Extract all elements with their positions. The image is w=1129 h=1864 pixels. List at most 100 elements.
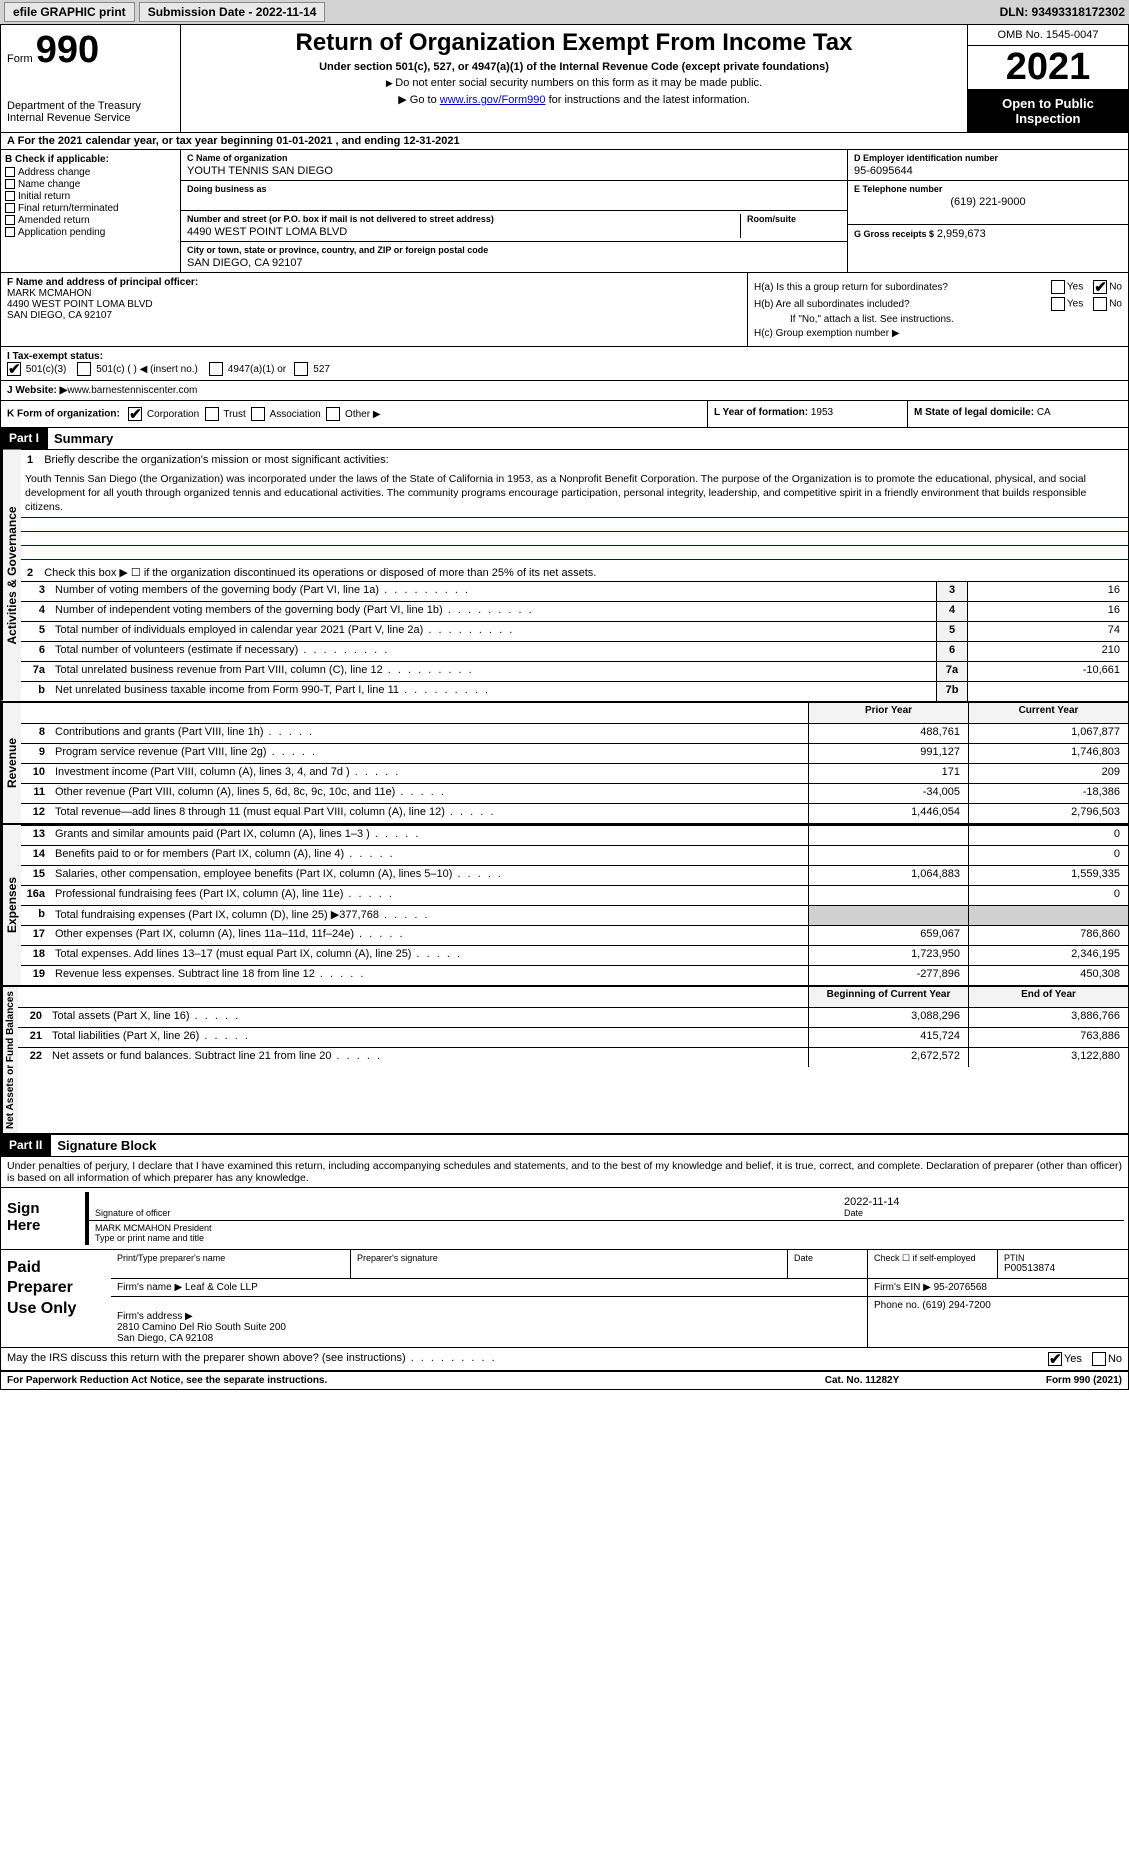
check-address-change[interactable]: Address change — [5, 167, 176, 178]
row-j-website: J Website: ▶ www.barnestenniscenter.com — [1, 381, 1128, 401]
col-b-checkboxes: B Check if applicable: Address change Na… — [1, 150, 181, 272]
data-line: b Total fundraising expenses (Part IX, c… — [21, 905, 1128, 925]
form-header: Form 990 Department of the Treasury Inte… — [1, 25, 1128, 133]
data-line: 21 Total liabilities (Part X, line 26) 4… — [18, 1027, 1128, 1047]
col-d-ein: D Employer identification number 95-6095… — [848, 150, 1128, 272]
irs-link[interactable]: www.irs.gov/Form990 — [440, 94, 546, 106]
summary-line: 4 Number of independent voting members o… — [21, 601, 1128, 621]
section-expenses: Expenses 13 Grants and similar amounts p… — [1, 825, 1128, 987]
page-footer: For Paperwork Reduction Act Notice, see … — [1, 1372, 1128, 1389]
submission-date-button[interactable]: Submission Date - 2022-11-14 — [139, 2, 326, 22]
efile-button[interactable]: efile GRAPHIC print — [4, 2, 135, 22]
ha-no[interactable]: No — [1093, 280, 1122, 294]
data-line: 20 Total assets (Part X, line 16) 3,088,… — [18, 1007, 1128, 1027]
data-line: 9 Program service revenue (Part VIII, li… — [21, 743, 1128, 763]
col-c-org-info: C Name of organization YOUTH TENNIS SAN … — [181, 150, 848, 272]
telephone: (619) 221-9000 — [854, 196, 1122, 208]
status-501c[interactable]: 501(c) ( ) ◀ (insert no.) — [77, 364, 197, 375]
officer-name: MARK MCMAHON — [7, 288, 741, 299]
org-name: YOUTH TENNIS SAN DIEGO — [187, 165, 841, 177]
form-number: 990 — [36, 29, 99, 71]
status-527[interactable]: 527 — [294, 364, 329, 375]
website-value: www.barnestenniscenter.com — [67, 385, 197, 396]
data-line: 18 Total expenses. Add lines 13–17 (must… — [21, 945, 1128, 965]
col-h-group: H(a) Is this a group return for subordin… — [748, 273, 1128, 346]
section-activities-governance: Activities & Governance 1 Briefly descri… — [1, 450, 1128, 703]
row-klm: K Form of organization: Corporation Trus… — [1, 401, 1128, 428]
discuss-yes[interactable]: Yes — [1048, 1352, 1082, 1366]
data-line: 11 Other revenue (Part VIII, column (A),… — [21, 783, 1128, 803]
section-net-assets: Net Assets or Fund Balances Beginning of… — [1, 987, 1128, 1135]
check-name-change[interactable]: Name change — [5, 179, 176, 190]
row-a-period: A For the 2021 calendar year, or tax yea… — [1, 133, 1128, 150]
hb-no[interactable]: No — [1093, 297, 1122, 311]
form-prefix: Form — [7, 53, 33, 65]
summary-line: 7a Total unrelated business revenue from… — [21, 661, 1128, 681]
discuss-no[interactable]: No — [1092, 1352, 1122, 1366]
header-center: Return of Organization Exempt From Incom… — [181, 25, 968, 132]
data-line: 14 Benefits paid to or for members (Part… — [21, 845, 1128, 865]
may-irs-discuss: May the IRS discuss this return with the… — [1, 1348, 1128, 1372]
perjury-declaration: Under penalties of perjury, I declare th… — [1, 1157, 1128, 1188]
check-amended-return[interactable]: Amended return — [5, 215, 176, 226]
officer-addr2: SAN DIEGO, CA 92107 — [7, 310, 741, 321]
summary-line: 5 Total number of individuals employed i… — [21, 621, 1128, 641]
data-line: 12 Total revenue—add lines 8 through 11 … — [21, 803, 1128, 823]
open-public-badge: Open to Public Inspection — [968, 90, 1128, 132]
street-address: 4490 WEST POINT LOMA BLVD — [187, 226, 734, 238]
section-bcd: B Check if applicable: Address change Na… — [1, 150, 1128, 273]
data-line: 10 Investment income (Part VIII, column … — [21, 763, 1128, 783]
signature-date: 2022-11-14 — [844, 1196, 1124, 1208]
org-other[interactable]: Other ▶ — [326, 409, 380, 420]
officer-name-title: MARK MCMAHON President — [95, 1223, 1124, 1233]
part2-header: Part II Signature Block — [1, 1135, 1128, 1157]
gross-receipts: 2,959,673 — [937, 228, 986, 240]
check-application-pending[interactable]: Application pending — [5, 227, 176, 238]
dln-label: DLN: 93493318172302 — [1000, 5, 1125, 19]
top-toolbar: efile GRAPHIC print Submission Date - 20… — [0, 0, 1129, 24]
check-initial-return[interactable]: Initial return — [5, 191, 176, 202]
firm-address: 2810 Camino Del Rio South Suite 200 San … — [117, 1322, 286, 1344]
data-line: 15 Salaries, other compensation, employe… — [21, 865, 1128, 885]
omb-number: OMB No. 1545-0047 — [968, 25, 1128, 46]
ptin-value: P00513874 — [1004, 1263, 1122, 1274]
data-line: 13 Grants and similar amounts paid (Part… — [21, 825, 1128, 845]
data-line: 22 Net assets or fund balances. Subtract… — [18, 1047, 1128, 1067]
section-fh: F Name and address of principal officer:… — [1, 273, 1128, 347]
data-line: 17 Other expenses (Part IX, column (A), … — [21, 925, 1128, 945]
ein-value: 95-6095644 — [854, 165, 1122, 177]
row-i-tax-status: I Tax-exempt status: 501(c)(3) 501(c) ( … — [1, 347, 1128, 381]
form-page: Form 990 Department of the Treasury Inte… — [0, 24, 1129, 1390]
tax-year: 2021 — [968, 46, 1128, 90]
year-formation: 1953 — [811, 407, 833, 418]
paid-preparer-section: Paid Preparer Use Only Print/Type prepar… — [1, 1250, 1128, 1348]
state-domicile: CA — [1037, 407, 1051, 418]
section-revenue: Revenue Prior Year Current Year 8 Contri… — [1, 703, 1128, 825]
sign-here-section: Sign Here Signature of officer 2022-11-1… — [1, 1188, 1128, 1250]
firm-phone: (619) 294-7200 — [922, 1300, 990, 1311]
header-left: Form 990 Department of the Treasury Inte… — [1, 25, 181, 132]
org-corporation[interactable]: Corporation — [128, 409, 199, 420]
website-note: ▶ Go to www.irs.gov/Form990 for instruct… — [189, 93, 959, 106]
org-trust[interactable]: Trust — [205, 409, 246, 420]
org-association[interactable]: Association — [251, 409, 320, 420]
mission-text: Youth Tennis San Diego (the Organization… — [21, 470, 1128, 518]
summary-line: b Net unrelated business taxable income … — [21, 681, 1128, 701]
form-title: Return of Organization Exempt From Incom… — [189, 29, 959, 57]
summary-line: 6 Total number of volunteers (estimate i… — [21, 641, 1128, 661]
ha-yes[interactable]: Yes — [1051, 280, 1083, 294]
ssn-note: Do not enter social security numbers on … — [189, 77, 959, 89]
firm-name: Leaf & Cole LLP — [185, 1282, 258, 1293]
data-line: 8 Contributions and grants (Part VIII, l… — [21, 723, 1128, 743]
form-subtitle: Under section 501(c), 527, or 4947(a)(1)… — [189, 61, 959, 73]
status-501c3[interactable]: 501(c)(3) — [7, 364, 66, 375]
check-final-return[interactable]: Final return/terminated — [5, 203, 176, 214]
status-4947[interactable]: 4947(a)(1) or — [209, 364, 286, 375]
dept-label: Department of the Treasury Internal Reve… — [7, 100, 174, 124]
firm-ein: 95-2076568 — [934, 1282, 987, 1293]
city-state-zip: SAN DIEGO, CA 92107 — [187, 257, 841, 269]
header-right: OMB No. 1545-0047 2021 Open to Public In… — [968, 25, 1128, 132]
data-line: 19 Revenue less expenses. Subtract line … — [21, 965, 1128, 985]
data-line: 16a Professional fundraising fees (Part … — [21, 885, 1128, 905]
hb-yes[interactable]: Yes — [1051, 297, 1083, 311]
